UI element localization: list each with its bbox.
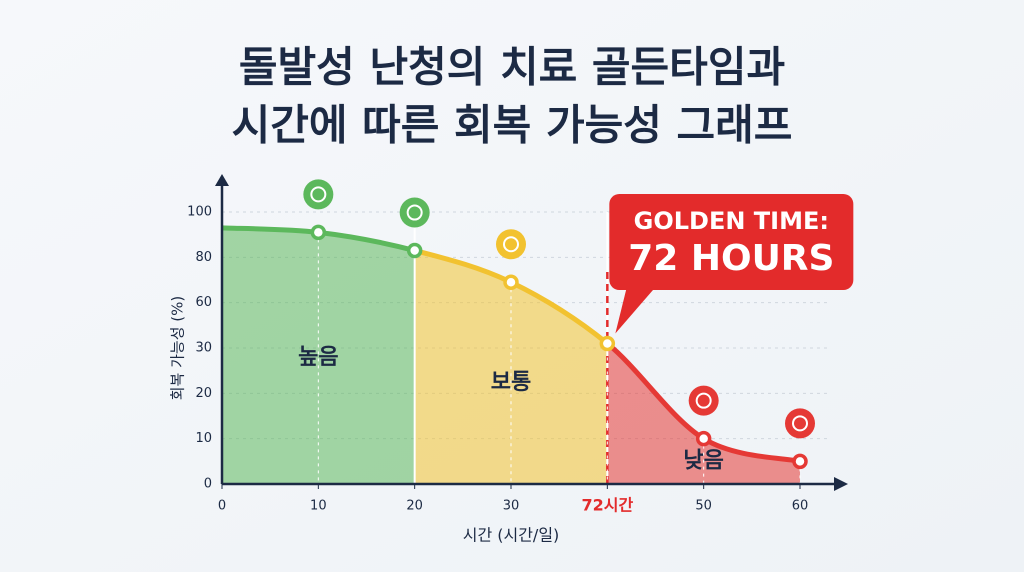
pin	[688, 385, 719, 416]
title: 돌발성 난청의 치료 골든타임과	[239, 43, 785, 92]
pin-icon	[310, 186, 327, 203]
point	[695, 430, 712, 447]
pin	[785, 408, 815, 439]
x-tick-label: 20	[406, 499, 423, 514]
x-tick-label: 0	[218, 499, 226, 514]
y-axis-label: 회복 가능성 (%)	[169, 296, 187, 401]
pin	[303, 179, 334, 210]
y-arrow	[215, 174, 229, 186]
x-tick-label: 10	[310, 499, 327, 514]
x-tick-label: 50	[695, 499, 712, 514]
x-tick-label: 30	[503, 499, 520, 514]
y-tick-label: 10	[195, 431, 212, 446]
y-tick-label: 100	[187, 205, 212, 220]
point	[599, 335, 616, 352]
x-arrow	[834, 477, 848, 491]
point	[503, 274, 519, 291]
callout-text: 72 HOURS	[628, 238, 834, 279]
pin-icon	[792, 415, 808, 432]
pin	[496, 229, 526, 260]
pin-icon	[406, 204, 423, 221]
y-tick-label: 20	[195, 386, 212, 401]
zone-area	[607, 343, 800, 484]
callout	[609, 194, 854, 290]
x-axis-label: 시간 (시간/일)	[463, 526, 560, 545]
point	[792, 453, 808, 470]
pin-icon	[503, 236, 519, 253]
y-tick-label: 60	[195, 295, 212, 310]
pin	[399, 197, 430, 228]
y-tick-label: 30	[195, 341, 212, 356]
callout-pointer	[615, 285, 658, 334]
x-tick-label: 72시간	[581, 496, 633, 515]
y-tick-label: 80	[195, 250, 212, 265]
y-tick-label: 0	[204, 477, 212, 492]
point	[310, 224, 327, 241]
callout-text: GOLDEN TIME:	[634, 207, 829, 235]
x-tick-label: 60	[792, 499, 809, 514]
pin-icon	[695, 392, 712, 409]
zone-area	[222, 227, 415, 484]
point	[406, 242, 423, 259]
title: 시간에 따른 회복 가능성 그래프	[232, 101, 793, 150]
